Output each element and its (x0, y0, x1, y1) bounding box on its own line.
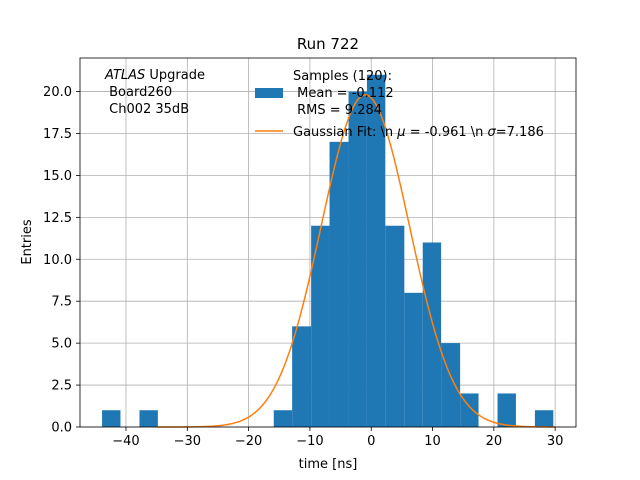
legend-fit-label: Gaussian Fit: \n μ = -0.961 \n σ=7.186 (293, 125, 544, 140)
legend-histogram-swatch (255, 88, 283, 98)
histogram-bar (102, 410, 121, 427)
y-tick-label: 0.0 (51, 421, 72, 436)
plot-frame (79, 57, 577, 428)
histogram-bar (139, 410, 158, 427)
annotation-line-2: Board260 (105, 85, 172, 100)
legend-fit-suffix: =7.186 (496, 125, 544, 140)
y-tick-label: 5.0 (51, 337, 72, 352)
histogram-bar (366, 74, 386, 427)
x-tick-label: −30 (174, 434, 201, 449)
x-axis-label: time [ns] (299, 457, 358, 472)
legend-fit-mu-symbol: μ (396, 125, 405, 140)
legend-fit-prefix: Gaussian Fit: \n (293, 125, 397, 140)
histogram-bar (497, 393, 516, 427)
x-tick-label: −20 (235, 434, 262, 449)
annotation-line-1: ATLAS Upgrade (104, 68, 205, 83)
y-axis-label: Entries (20, 219, 35, 265)
x-axis-ticks: −40 −30 −20 −10 0 10 20 30 (112, 427, 563, 449)
annotation-line-3: Ch002 35dB (105, 102, 189, 117)
y-tick-label: 15.0 (43, 169, 72, 184)
chart-title: Run 722 (297, 35, 359, 53)
histogram-bar (534, 410, 554, 427)
histogram-bar (404, 292, 423, 427)
gaussian-fit-curve (156, 94, 556, 428)
y-tick-label: 20.0 (43, 85, 72, 100)
legend-mean-label: Mean = -0.112 (293, 86, 394, 101)
x-tick-label: 0 (367, 434, 375, 449)
legend-rms-label: RMS = 9.284 (293, 103, 382, 118)
legend: Samples (120): Mean = -0.112 RMS = 9.284… (255, 69, 544, 140)
y-tick-label: 12.5 (43, 211, 72, 226)
legend-samples-label: Samples (120): (293, 69, 392, 84)
legend-fit-mid: = -0.961 \n (406, 125, 488, 140)
legend-fit-sigma-symbol: σ (488, 125, 497, 140)
y-tick-label: 10.0 (43, 253, 72, 268)
histogram-bar (348, 91, 367, 427)
x-tick-label: 20 (486, 434, 503, 449)
histogram-bar (329, 141, 349, 427)
annotation-atlas-word: ATLAS (104, 68, 145, 83)
x-tick-label: −40 (112, 434, 139, 449)
x-tick-label: 30 (547, 434, 564, 449)
histogram-bar (441, 343, 461, 427)
histogram-bar (385, 225, 405, 427)
y-tick-label: 2.5 (51, 379, 72, 394)
y-tick-label: 7.5 (51, 295, 72, 310)
histogram-bar (273, 410, 293, 427)
x-tick-label: −10 (296, 434, 323, 449)
atlas-annotation: ATLAS Upgrade Board260 Ch002 35dB (104, 68, 205, 117)
histogram-bars (102, 74, 554, 427)
annotation-upgrade-word: Upgrade (145, 68, 205, 83)
histogram-bar (292, 326, 312, 427)
x-tick-label: 10 (424, 434, 441, 449)
y-tick-label: 17.5 (43, 127, 72, 142)
histogram-bar (311, 225, 330, 427)
histogram-bar (422, 242, 442, 427)
y-axis-ticks: 0.0 2.5 5.0 7.5 10.0 12.5 15.0 17.5 20.0 (43, 85, 80, 436)
